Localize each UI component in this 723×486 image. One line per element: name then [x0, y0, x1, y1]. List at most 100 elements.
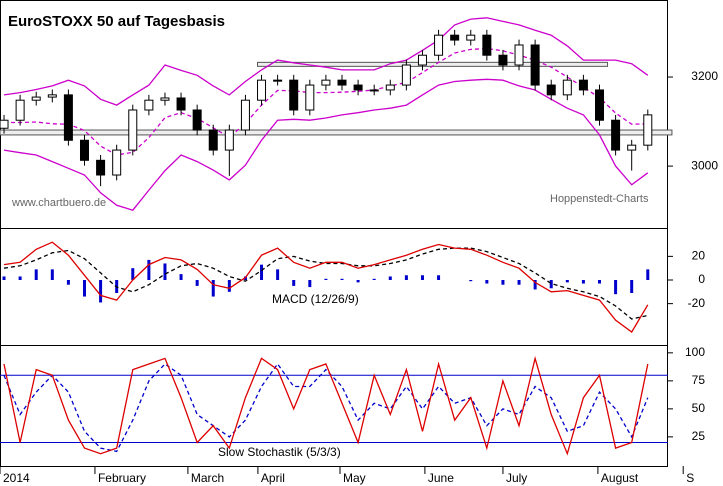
macd-histogram-bar [66, 280, 70, 285]
macd-histogram-bar [372, 278, 376, 280]
macd-line [3, 247, 648, 320]
candle-body [321, 79, 331, 86]
x-tick-label: April [261, 471, 285, 485]
candle-body [15, 99, 25, 121]
candle-body [224, 129, 234, 151]
candle-body [578, 79, 588, 91]
x-tick-label: August [601, 471, 639, 485]
macd-histogram-bar [630, 280, 634, 293]
candle-body [401, 64, 411, 86]
candle-body [63, 94, 73, 141]
macd-histogram-bar [163, 263, 167, 280]
macd-histogram-bar [565, 280, 569, 283]
macd-histogram-bar [292, 280, 296, 286]
candle-body [96, 159, 106, 176]
macd-histogram-bar [340, 278, 344, 280]
macd-histogram-bar [2, 276, 6, 280]
bollinger-line [4, 47, 648, 156]
x-tick-label: 2014 [3, 471, 30, 485]
candle-body [450, 34, 460, 41]
source: Hoppenstedt-Charts [550, 193, 649, 205]
x-tick-label: May [343, 471, 366, 485]
y-tick-label: -20 [688, 296, 706, 310]
candle-body [47, 94, 57, 98]
candle-body [434, 34, 444, 56]
macd-histogram-bar [356, 280, 360, 283]
y-tick-label: 3000 [691, 158, 718, 172]
candle-body [0, 119, 9, 129]
candle-body [482, 34, 492, 56]
y-tick-label: 3200 [691, 69, 718, 83]
x-tick-label: S [686, 471, 694, 485]
macd-histogram-bar [517, 280, 521, 285]
chart-title: EuroSTOXX 50 auf Tagesbasis [8, 13, 225, 30]
y-tick-label: 100 [685, 345, 705, 359]
macd-histogram-bar [437, 275, 441, 280]
x-tick-label: June [428, 471, 454, 485]
macd-histogram-bar [147, 259, 151, 280]
candle-body [353, 84, 363, 91]
candle-body [144, 99, 154, 111]
macd-histogram-bar [533, 280, 537, 290]
macd-line [3, 241, 649, 333]
candle-body [31, 96, 41, 101]
candle-body [627, 144, 637, 151]
stochastic-line [3, 362, 649, 453]
macd-histogram-bar [308, 280, 312, 288]
macd-histogram-bar [276, 269, 280, 280]
y-tick-label: 75 [692, 373, 706, 387]
candle-body [546, 84, 556, 96]
level-band [0, 129, 673, 136]
macd-histogram-bar [99, 280, 103, 303]
candle-body [611, 119, 621, 151]
macd-histogram-bar [227, 280, 231, 292]
candle-body [417, 54, 427, 66]
macd-histogram-bar [549, 280, 553, 289]
candle-body [192, 109, 202, 131]
macd-histogram-bar [420, 275, 424, 280]
stochastic-label: Slow Stochastik (5/3/3) [218, 445, 341, 459]
y-tick-label: 25 [692, 429, 706, 443]
macd-histogram-bar [388, 276, 392, 280]
candle-body [385, 84, 395, 91]
x-tick-label: March [191, 471, 224, 485]
bollinger-line [3, 78, 649, 211]
macd-histogram-bar [646, 269, 650, 280]
macd-histogram-bar [179, 274, 183, 280]
macd-histogram-bar [404, 275, 408, 280]
candle-body [128, 109, 138, 151]
candle-body [643, 114, 653, 146]
macd-histogram-bar [581, 280, 585, 284]
macd-histogram-bar [501, 280, 505, 285]
macd-histogram-bar [260, 264, 264, 280]
macd-histogram-bar [82, 280, 86, 297]
macd-histogram-bar [324, 278, 328, 280]
candle-body [112, 149, 122, 176]
candle-body [562, 79, 572, 96]
candle-body [208, 129, 218, 151]
macd-histogram-bar [485, 280, 489, 284]
candle-body [257, 79, 267, 101]
candle-body [273, 79, 283, 82]
candle-body [498, 54, 508, 66]
watermark: www.chartbuero.de [11, 197, 106, 209]
candle-body [240, 99, 250, 131]
macd-histogram-bar [131, 268, 135, 280]
y-tick-label: 20 [692, 249, 706, 263]
candle-body [79, 139, 89, 161]
macd-histogram-bar [469, 280, 473, 282]
macd-histogram-bar [18, 276, 22, 280]
y-tick-label: 50 [692, 401, 706, 415]
candle-body [160, 97, 170, 101]
macd-label: MACD (12/26/9) [272, 292, 359, 306]
candle-body [289, 79, 299, 111]
macd-histogram-bar [195, 280, 199, 286]
macd-histogram-bar [211, 280, 215, 297]
bollinger-line [3, 17, 649, 106]
macd-histogram-bar [614, 280, 618, 295]
x-tick-label: July [506, 471, 527, 485]
candle-body [337, 79, 347, 86]
stochastic-line [3, 355, 649, 456]
